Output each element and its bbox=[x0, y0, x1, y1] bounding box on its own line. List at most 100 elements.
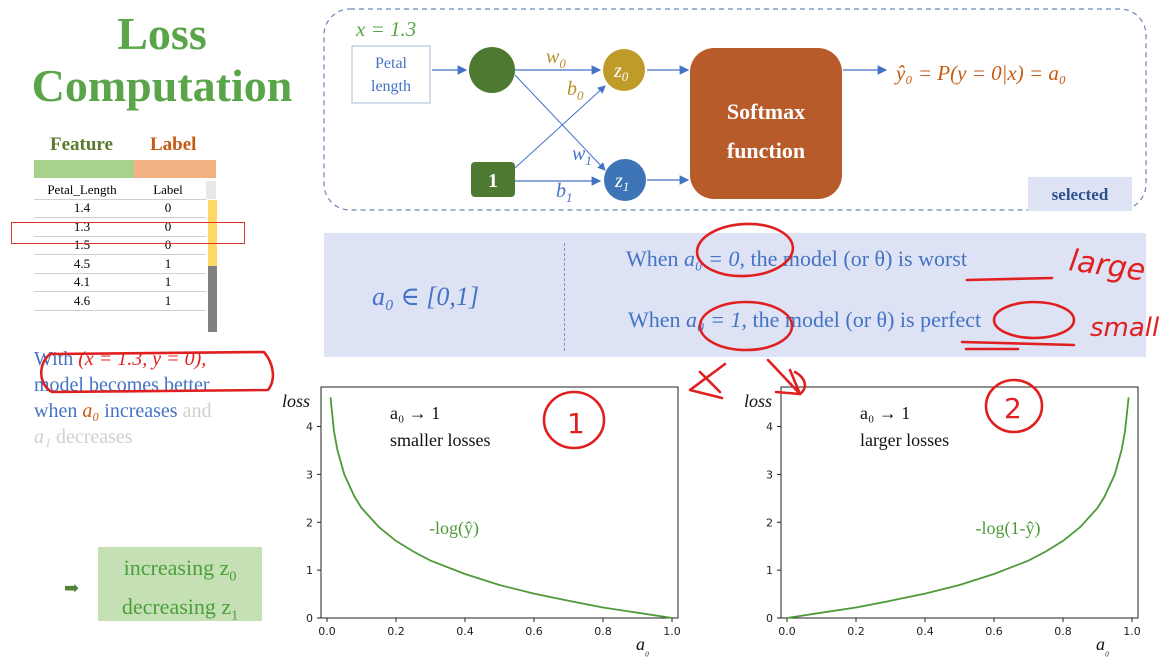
explanation-line3: when a₀ increases and bbox=[34, 398, 274, 424]
ink-circle-1 bbox=[542, 390, 606, 450]
decreasing-text: decreasing z bbox=[121, 594, 232, 620]
y-tick-label: 0 bbox=[766, 612, 773, 625]
info-panel bbox=[324, 233, 1146, 357]
curve-label: -log(ŷ) bbox=[429, 518, 479, 539]
ink-circle-perfect-word bbox=[992, 300, 1076, 340]
z-update-box: increasing z0 decreasing z1 bbox=[98, 547, 262, 624]
increasing-text: increasing z bbox=[123, 555, 230, 580]
table-row: 4.1 1 bbox=[34, 273, 206, 292]
explanation-when: when bbox=[34, 400, 83, 422]
w0-symbol: w bbox=[546, 46, 560, 68]
y-tick-label: 0 bbox=[306, 612, 313, 625]
selected-row-highlight bbox=[11, 222, 245, 244]
x-tick-label: 0.2 bbox=[847, 625, 865, 638]
x-tick-label: 1.0 bbox=[1123, 625, 1141, 638]
table-cell: 0 bbox=[130, 199, 206, 218]
page-title-line2: Computation bbox=[31, 60, 293, 111]
increasing-sub: 0 bbox=[229, 569, 237, 585]
feature-header: Feature bbox=[50, 134, 113, 155]
annotation-line2: larger losses bbox=[860, 430, 949, 450]
input-feature-box bbox=[351, 45, 431, 104]
explanation-and: and bbox=[177, 400, 212, 422]
ink-arrow-left bbox=[688, 362, 727, 400]
selected-badge bbox=[1028, 177, 1132, 211]
b1-sub: 1 bbox=[566, 190, 573, 205]
decreasing-z1-line: decreasing z1 bbox=[98, 592, 262, 631]
x-tick-label: 0.6 bbox=[525, 625, 543, 638]
y-tick-label: 1 bbox=[306, 564, 313, 577]
table-row: 1.5 0 bbox=[34, 236, 206, 255]
annotation-line2: smaller losses bbox=[390, 430, 491, 450]
table-cell: 1 bbox=[130, 273, 206, 292]
x-tick-label: 0.8 bbox=[594, 625, 612, 638]
label-bar bbox=[134, 160, 216, 178]
input-node bbox=[469, 47, 515, 93]
x-tick-label: 0.2 bbox=[387, 625, 405, 638]
x-tick-label: 0.8 bbox=[1054, 625, 1072, 638]
worst-math: a₀ = 0 bbox=[684, 246, 740, 271]
network-boundary bbox=[323, 8, 1147, 211]
b0-sub: 0 bbox=[577, 88, 584, 103]
ink-number-1: 1 bbox=[567, 407, 585, 440]
selected-badge-label: selected bbox=[1052, 185, 1109, 204]
y-tick-label: 1 bbox=[766, 564, 773, 577]
x-tick-label: 0.4 bbox=[916, 625, 934, 638]
b0-edge bbox=[514, 85, 606, 169]
feature-bar bbox=[34, 160, 134, 178]
ink-word-large: large bbox=[1067, 243, 1148, 288]
table-row: 4.6 1 bbox=[34, 291, 206, 311]
table-header-row: Petal_Length Label bbox=[34, 181, 206, 200]
ink-word-small: small bbox=[1090, 313, 1160, 343]
perfect-math: a₀ = 1 bbox=[686, 307, 742, 332]
x-tick-label: 1.0 bbox=[663, 625, 681, 638]
table-cell: 1 bbox=[130, 291, 206, 311]
ink-curl bbox=[793, 370, 807, 396]
curve-label: -log(1-ŷ) bbox=[976, 518, 1041, 539]
plot-frame bbox=[780, 386, 1139, 619]
b0-label: b0 bbox=[567, 78, 584, 103]
ink-circle-perfect bbox=[698, 300, 794, 352]
bias-node bbox=[471, 162, 515, 197]
bias-node-label: 1 bbox=[488, 170, 498, 192]
table-cell: 4.1 bbox=[34, 273, 130, 292]
ink-arrow-right bbox=[766, 358, 802, 396]
label-1-marker bbox=[208, 266, 217, 332]
explanation-decreases: decreases bbox=[50, 426, 133, 448]
w1-edge bbox=[514, 74, 606, 171]
input-label-line1: Petal bbox=[375, 55, 408, 72]
table-cell: 1.5 bbox=[34, 236, 130, 255]
z0-sub: 0 bbox=[622, 69, 629, 84]
column-header: Label bbox=[130, 181, 206, 200]
w1-symbol: w bbox=[572, 143, 586, 165]
z1-label: z1 bbox=[614, 170, 629, 194]
table-cell: 1 bbox=[130, 254, 206, 274]
x-axis-label-sub: ₀ bbox=[645, 643, 649, 657]
x-tick-label: 0.4 bbox=[456, 625, 474, 638]
ink-circle-pair bbox=[39, 350, 275, 394]
ink-underline-worst bbox=[965, 276, 1054, 282]
ink-number-2: 2 bbox=[1004, 392, 1022, 425]
x-tick-label: 0.0 bbox=[318, 625, 336, 638]
w1-sub: 1 bbox=[585, 153, 592, 168]
z0-node bbox=[603, 49, 645, 91]
x-value-label: x = 1.3 bbox=[355, 17, 416, 41]
softmax-label-line2: function bbox=[727, 138, 805, 163]
table-cell: 4.5 bbox=[34, 254, 130, 274]
table-cell: 1.4 bbox=[34, 199, 130, 218]
increasing-z0-line: increasing z0 bbox=[98, 553, 262, 592]
softmax-label-line1: Softmax bbox=[727, 99, 805, 124]
a0-range: a₀ ∈ [0,1] bbox=[372, 282, 480, 311]
table-row: 1.4 0 bbox=[34, 199, 206, 218]
output-formula: ŷ₀ = P(y = 0|x) = a₀ bbox=[894, 61, 1066, 85]
label-header: Label bbox=[150, 134, 197, 155]
z0-label: z0 bbox=[613, 60, 629, 84]
y-tick-label: 3 bbox=[766, 468, 773, 481]
explanation-line4: a₁ decreases bbox=[34, 424, 274, 450]
arrow-icon: ➡ bbox=[64, 578, 80, 598]
x-tick-label: 0.0 bbox=[778, 625, 796, 638]
z1-symbol: z bbox=[614, 170, 623, 192]
z1-node bbox=[604, 159, 646, 201]
loss-curve-line bbox=[786, 397, 1130, 619]
w0-sub: 0 bbox=[559, 56, 566, 71]
